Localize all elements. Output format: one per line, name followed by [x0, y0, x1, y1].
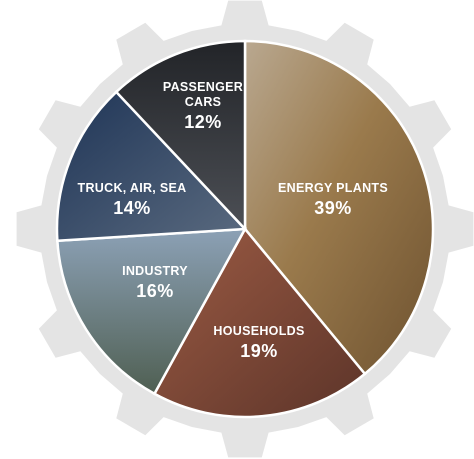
pie-slice-passenger-cars: [114, 39, 247, 233]
pie-slice-households: [152, 226, 367, 419]
pie-slice-truck-air-sea: [55, 90, 248, 243]
pie-slice-industry: [56, 227, 248, 396]
pie-slice-energy-plants: [243, 39, 435, 376]
slice-name-label: PASSENGER: [163, 80, 243, 94]
pie-slices: [55, 39, 435, 419]
slice-percent-label: 12%: [184, 112, 222, 132]
slice-name-label: CARS: [185, 95, 222, 109]
slice-name-label: HOUSEHOLDS: [213, 324, 304, 338]
slice-percent-label: 16%: [136, 281, 174, 301]
pie-labels: ENERGY PLANTS 39% HOUSEHOLDS 19% INDUSTRY 16%…: [78, 80, 388, 361]
slice-percent-label: 19%: [240, 341, 278, 361]
slice-name-label: TRUCK, AIR, SEA: [78, 181, 187, 195]
slice-name-label: INDUSTRY: [122, 264, 188, 278]
slice-percent-label: 14%: [113, 198, 151, 218]
slice-percent-label: 39%: [314, 198, 352, 218]
slice-name-label: ENERGY PLANTS: [278, 181, 388, 195]
